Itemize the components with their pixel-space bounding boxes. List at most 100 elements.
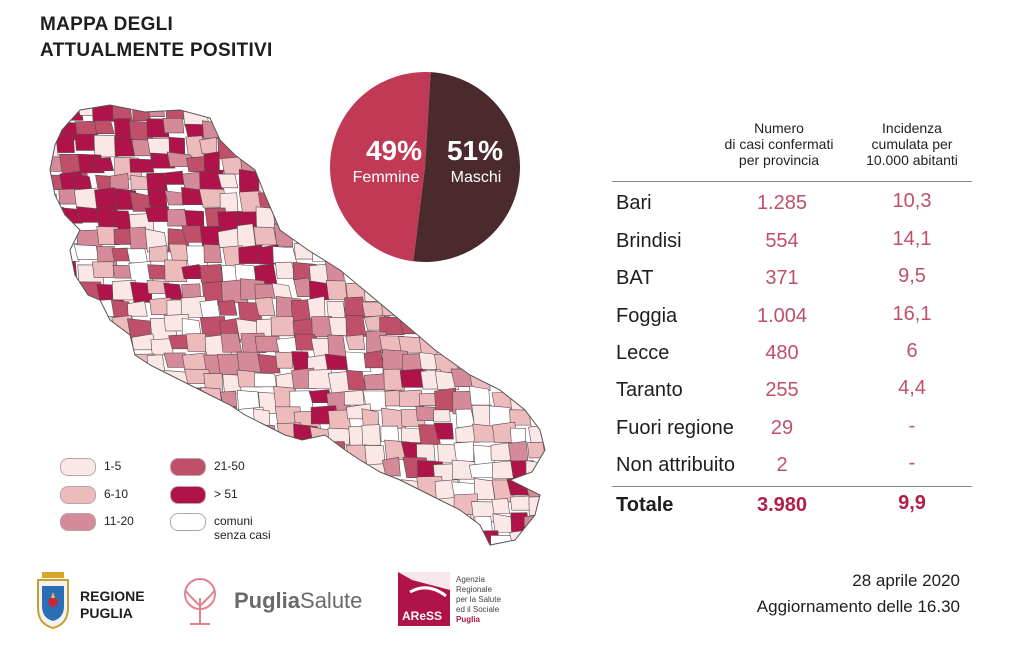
municipality-cell [61, 390, 79, 404]
municipality-cell [40, 518, 60, 540]
municipality-cell [79, 322, 104, 340]
header-incidence-line-3: 10.000 abitanti [852, 152, 972, 168]
municipality-cell [490, 338, 510, 353]
municipality-cell [491, 352, 510, 372]
municipality-cell [545, 209, 560, 230]
municipality-cell [383, 517, 400, 539]
municipality-cell [528, 372, 550, 394]
municipality-cell [146, 373, 167, 388]
municipality-cell [438, 513, 455, 531]
municipality-cell [367, 536, 386, 550]
municipality-cell [55, 428, 70, 451]
municipality-cell [436, 530, 462, 550]
row-incidence: 14,1 [852, 228, 972, 251]
municipality-cell [382, 279, 402, 295]
municipality-cell [416, 518, 438, 534]
row-province: Taranto [616, 379, 683, 402]
municipality-cell [529, 118, 548, 133]
municipality-cell [437, 298, 457, 311]
municipality-cell [78, 411, 103, 428]
municipality-cell [291, 119, 312, 138]
municipality-cell [40, 101, 60, 118]
female-percent: 49% [366, 135, 422, 166]
municipality-cell [146, 441, 172, 456]
municipality-cell [56, 334, 73, 348]
header-cases: Numero di casi confermati per provincia [704, 120, 854, 168]
row-province: Fuori regione [616, 417, 734, 440]
map-legend: 1-5 6-10 11-20 21-50 > 51 comuni senza ca… [60, 455, 320, 545]
total-divider [612, 486, 972, 487]
municipality-cell [113, 372, 141, 391]
municipality-cell [40, 349, 62, 367]
municipality-cell [312, 121, 329, 141]
legend-swatch-1-5 [60, 458, 96, 476]
municipality-cell [79, 301, 104, 324]
municipality-cell [525, 535, 548, 550]
row-cases: 2 [722, 454, 842, 477]
municipality-cell [164, 408, 186, 421]
municipality-cell [165, 191, 184, 205]
table-row: Taranto 255 4,4 [612, 373, 972, 410]
municipality-cell [218, 300, 237, 315]
aress-text-2: Regionale [456, 585, 493, 594]
municipality-cell [275, 352, 292, 368]
municipality-cell [110, 405, 128, 429]
municipality-cell [544, 264, 560, 285]
municipality-cell [545, 121, 560, 139]
municipality-cell [473, 337, 491, 354]
municipality-cell [94, 390, 118, 409]
municipality-cell [455, 535, 479, 550]
municipality-cell [132, 386, 161, 403]
aress-mark: AReSS [402, 609, 442, 623]
municipality-cell [546, 103, 560, 127]
municipality-cell [41, 406, 66, 428]
row-province: Bari [616, 192, 652, 215]
municipality-cell [255, 136, 277, 159]
municipality-cell [507, 319, 526, 338]
municipality-cell [238, 100, 264, 122]
municipality-cell [438, 281, 456, 300]
legend-label: 11-20 [104, 514, 134, 528]
municipality-cell [526, 155, 547, 170]
total-incidence: 9,9 [852, 492, 972, 515]
municipality-cell [235, 117, 256, 137]
row-incidence: 9,5 [852, 265, 972, 288]
municipality-cell [55, 408, 77, 428]
municipality-cell [543, 441, 559, 464]
pie-slice-female [330, 72, 431, 261]
municipality-cell [329, 466, 351, 485]
female-label: Femmine [353, 169, 420, 186]
municipality-cell [383, 498, 400, 515]
municipality-cell [237, 224, 255, 248]
municipality-cell [492, 499, 510, 514]
municipality-cell [203, 422, 227, 441]
row-cases: 1.285 [722, 192, 842, 215]
municipality-cell [510, 303, 532, 322]
municipality-cell [308, 296, 326, 319]
municipality-cell [401, 516, 425, 539]
municipality-cell [543, 498, 560, 513]
municipality-cell [111, 355, 128, 380]
municipality-cell [384, 537, 409, 550]
municipality-cell [92, 100, 114, 121]
municipality-cell [223, 119, 240, 141]
municipality-cell [294, 278, 311, 297]
table-row: Brindisi 554 14,1 [612, 224, 972, 261]
header-cases-line-1: Numero [704, 120, 854, 136]
municipality-cell [148, 100, 165, 117]
municipality-cell [544, 387, 560, 404]
municipality-cell [273, 189, 293, 204]
municipality-cell [527, 207, 546, 227]
table-row: Non attribuito 2 - [612, 448, 972, 485]
row-incidence: 6 [852, 340, 972, 363]
aress-text-4: ed il Sociale [456, 605, 500, 614]
municipality-cell [344, 498, 368, 518]
municipality-cell [490, 317, 509, 338]
municipality-cell [274, 224, 292, 247]
municipality-cell [255, 297, 275, 315]
row-cases: 29 [722, 417, 842, 440]
municipality-cell [165, 171, 183, 184]
update-info: 28 aprile 2020 Aggiornamento delle 16.30 [757, 568, 960, 620]
municipality-cell [326, 281, 347, 300]
municipality-cell [273, 246, 297, 263]
